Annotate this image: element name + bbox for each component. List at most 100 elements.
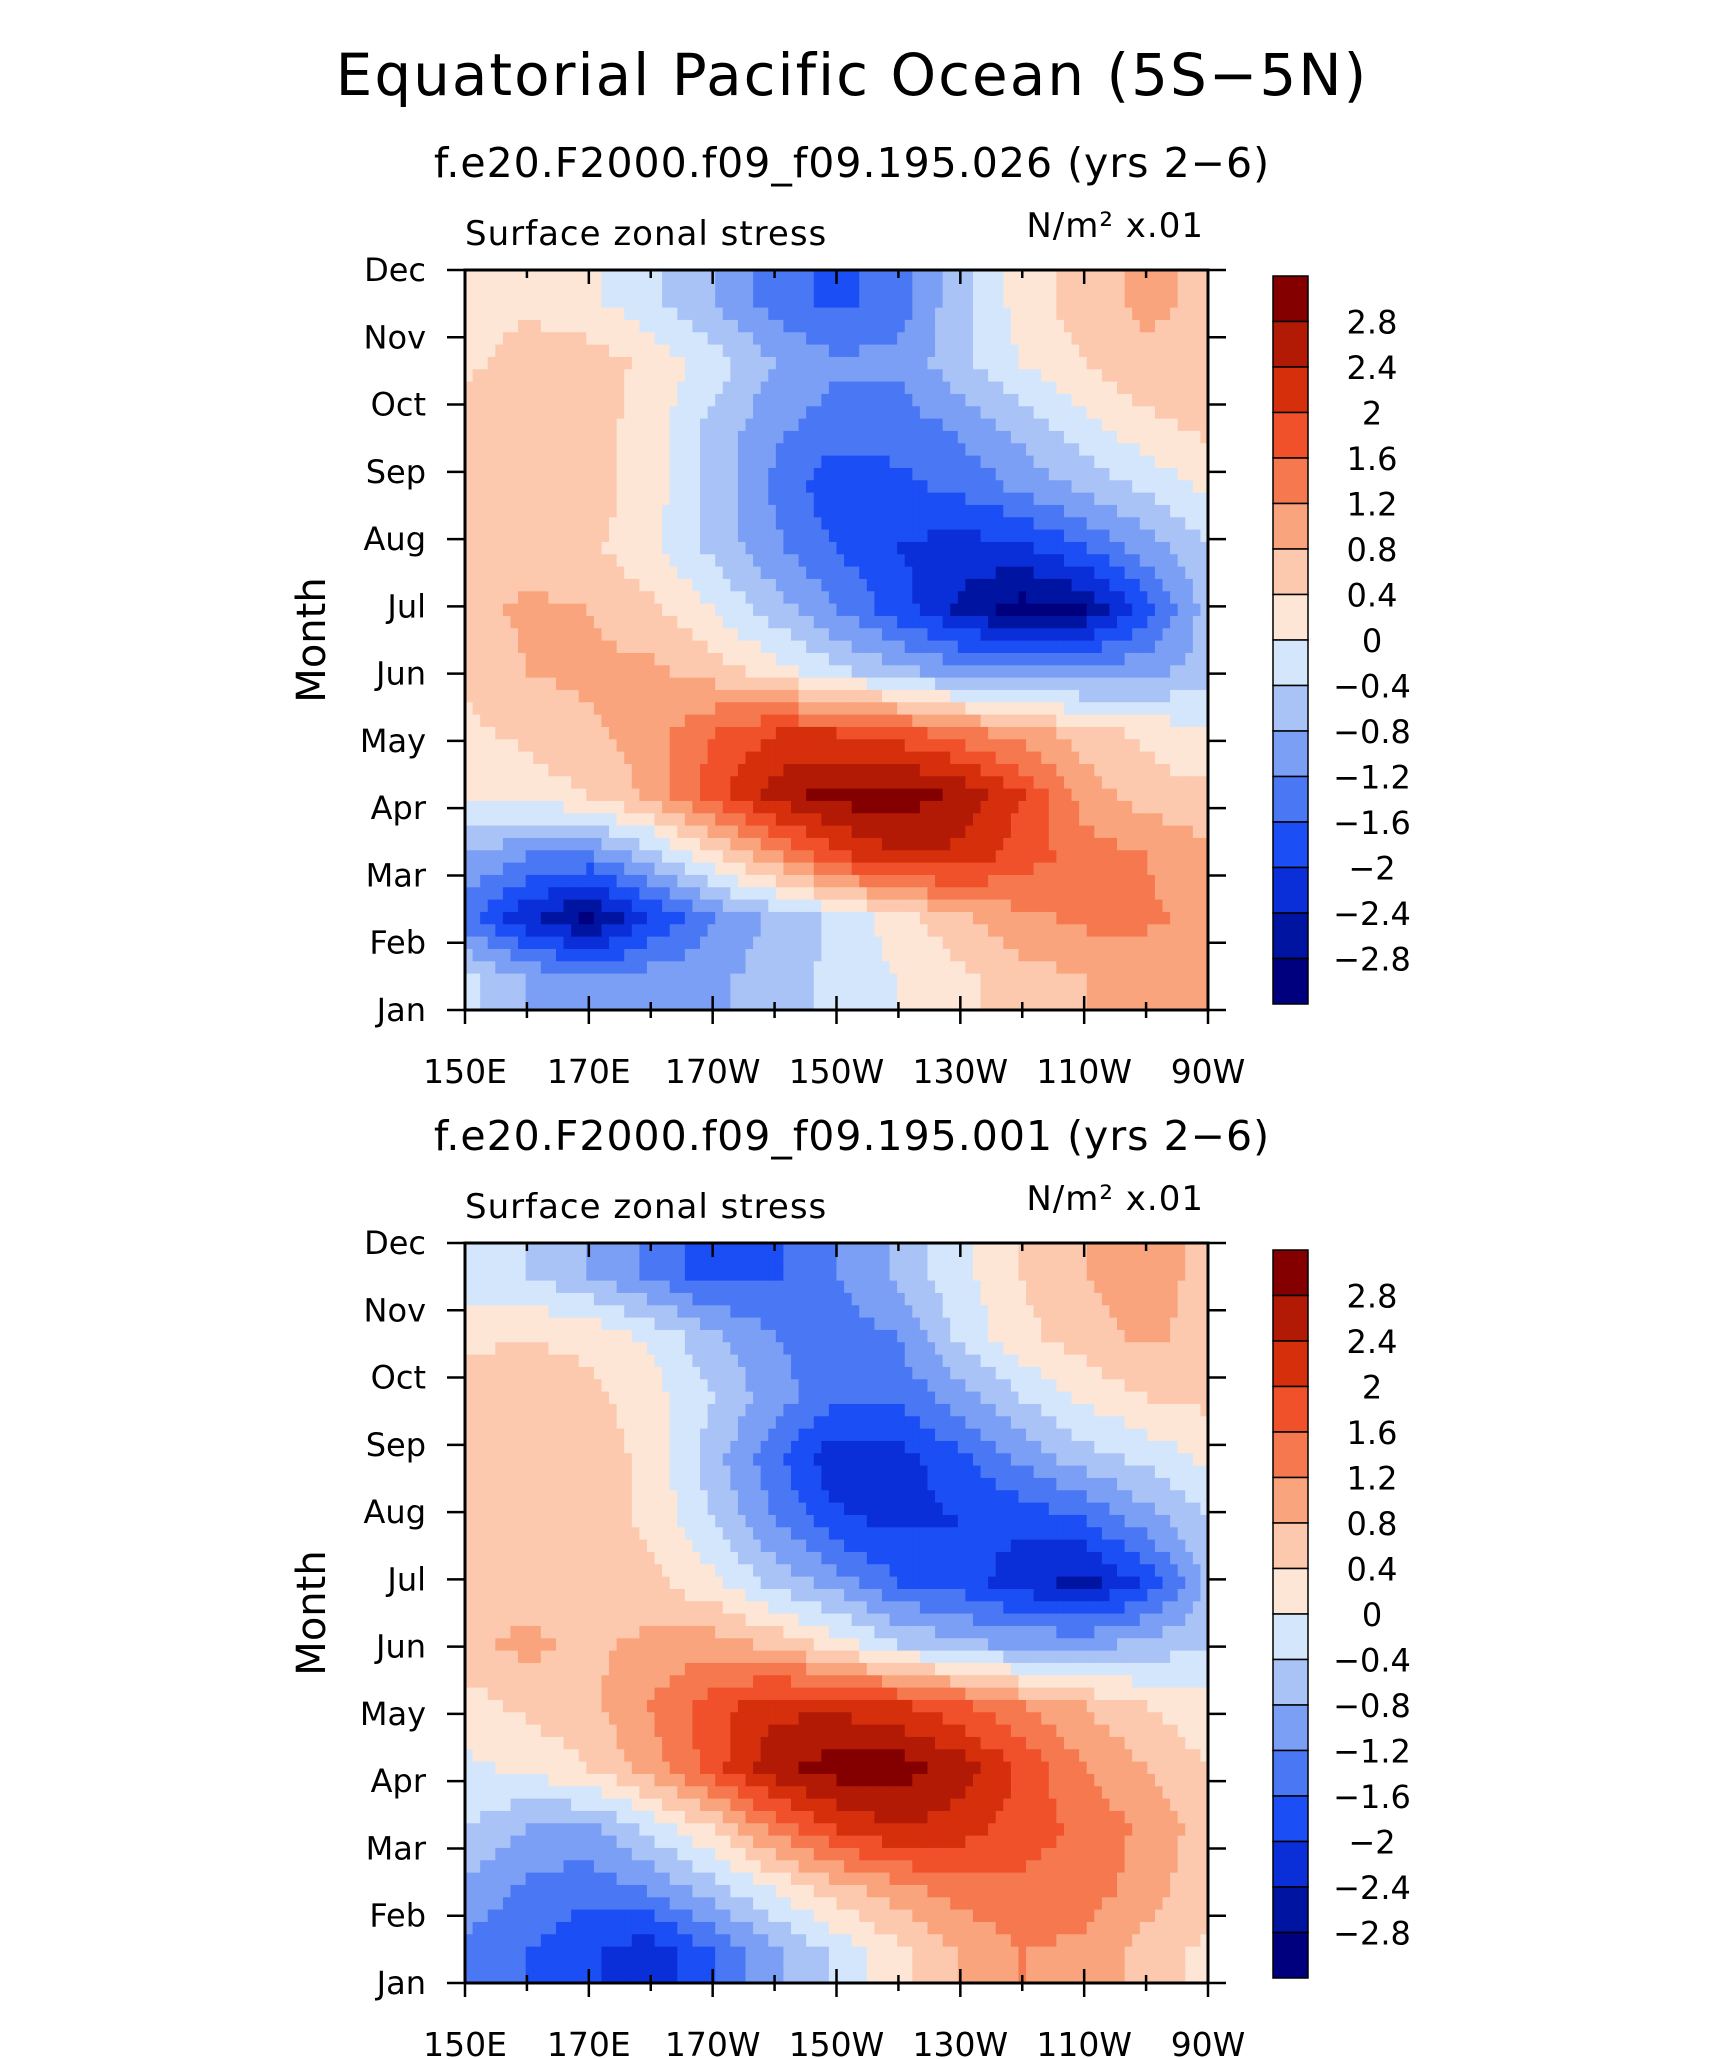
contour-cell: [821, 936, 830, 949]
contour-cell: [548, 492, 557, 505]
contour-cell: [654, 479, 663, 493]
contour-cell: [601, 393, 610, 407]
contour-cell: [639, 738, 648, 752]
contour-cell: [1079, 516, 1088, 530]
contour-cell: [487, 923, 496, 937]
contour-cell: [586, 640, 595, 653]
contour-cell: [1200, 923, 1209, 937]
contour-cell: [593, 973, 603, 986]
contour-cell: [859, 590, 868, 604]
contour-cell: [616, 664, 625, 678]
contour-cell: [844, 553, 853, 567]
contour-cell: [616, 516, 625, 530]
contour-cell: [1056, 923, 1065, 937]
contour-cell: [798, 911, 807, 925]
contour-cell: [722, 516, 731, 530]
contour-cell: [1192, 677, 1202, 690]
contour-cell: [1003, 492, 1012, 505]
contour-cell: [533, 849, 542, 863]
contour-cell: [563, 504, 572, 518]
contour-cell: [935, 529, 944, 542]
contour-cell: [783, 566, 792, 579]
contour-cell: [1086, 467, 1095, 481]
contour-cell: [874, 837, 883, 851]
contour-cell: [980, 948, 989, 962]
contour-cell: [851, 405, 860, 419]
contour-cell: [980, 652, 989, 666]
contour-cell: [730, 455, 739, 468]
contour-cell: [487, 997, 496, 1011]
contour-cell: [813, 837, 822, 851]
contour-cell: [609, 960, 618, 974]
contour-cell: [1026, 504, 1035, 518]
contour-cell: [821, 738, 830, 752]
contour-cell: [722, 763, 731, 777]
contour-cell: [760, 973, 769, 986]
contour-cell: [1109, 664, 1118, 678]
contour-cell: [935, 652, 944, 666]
contour-cell: [1154, 714, 1164, 727]
contour-cell: [548, 812, 557, 826]
contour-cell: [1162, 911, 1171, 925]
contour-cell: [1101, 849, 1111, 863]
contour-cell: [821, 442, 830, 456]
contour-cell: [881, 455, 891, 468]
contour-cell: [904, 467, 913, 481]
contour-cell: [616, 849, 625, 863]
contour-cell: [904, 948, 913, 962]
contour-cell: [1063, 664, 1073, 678]
contour-cell: [1086, 504, 1095, 518]
contour-cell: [586, 886, 595, 900]
contour-cell: [1132, 578, 1141, 592]
contour-cell: [919, 652, 929, 666]
contour-cell: [760, 504, 769, 518]
contour-cell: [1063, 516, 1073, 530]
contour-cell: [919, 936, 929, 949]
contour-cell: [586, 812, 595, 826]
contour-cell: [897, 751, 906, 764]
contour-cell: [1177, 652, 1186, 666]
contour-cell: [1200, 529, 1209, 542]
contour-cell: [1200, 701, 1209, 715]
contour-cell: [935, 627, 944, 641]
contour-cell: [518, 911, 527, 925]
contour-cell: [1132, 973, 1141, 986]
contour-cell: [700, 701, 709, 715]
contour-cell: [798, 800, 807, 814]
contour-cell: [874, 467, 883, 481]
contour-cell: [1170, 763, 1179, 777]
contour-cell: [677, 590, 686, 604]
contour-cell: [1003, 541, 1012, 555]
contour-cell: [601, 381, 610, 394]
contour-cell: [1071, 751, 1080, 764]
contour-cell: [806, 603, 815, 616]
contour-cell: [654, 578, 663, 592]
contour-cell: [1154, 701, 1164, 715]
contour-cell: [518, 430, 527, 444]
contour-cell: [1192, 714, 1202, 727]
contour-cell: [1132, 812, 1141, 826]
contour-cell: [935, 812, 944, 826]
contour-cell: [518, 455, 527, 468]
contour-cell: [1003, 738, 1012, 752]
contour-cell: [707, 874, 716, 888]
contour-cell: [775, 960, 785, 974]
contour-cell: [730, 664, 739, 678]
contour-cell: [783, 788, 792, 801]
contour-cell: [624, 553, 633, 567]
contour-cell: [942, 751, 951, 764]
contour-cell: [540, 405, 549, 419]
contour-cell: [972, 566, 982, 579]
contour-cell: [745, 948, 754, 962]
contour-cell: [1101, 393, 1111, 407]
contour-cell: [639, 997, 648, 1011]
contour-cell: [472, 911, 481, 925]
contour-cell: [1010, 849, 1020, 863]
contour-cell: [480, 726, 489, 740]
contour-cell: [586, 677, 595, 690]
contour-cell: [1071, 726, 1080, 740]
contour-cell: [722, 553, 731, 567]
contour-cell: [950, 566, 959, 579]
contour-cell: [995, 492, 1004, 505]
contour-cell: [897, 701, 906, 715]
